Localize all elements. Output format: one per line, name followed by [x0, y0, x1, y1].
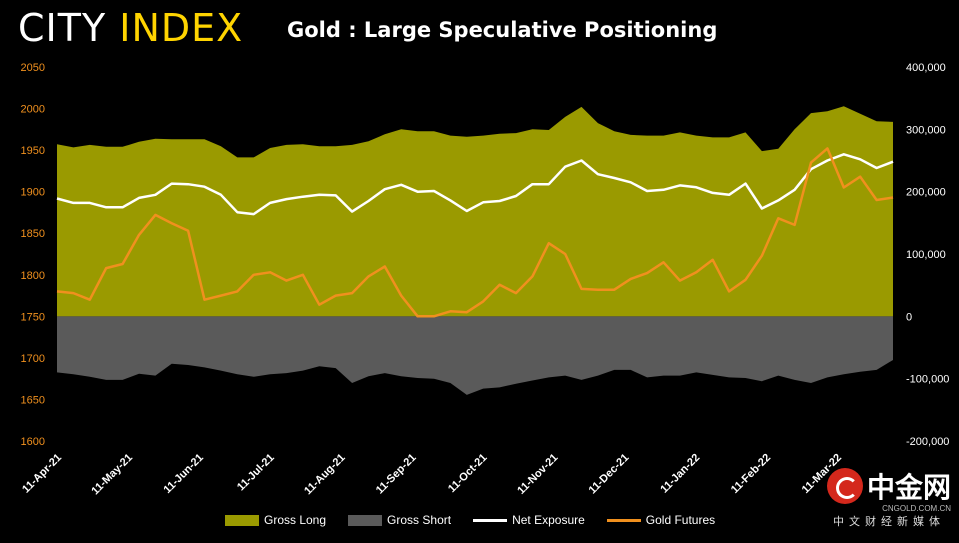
logo-text-index: INDEX [119, 6, 244, 50]
left-axis-tick-label: 1700 [21, 353, 45, 365]
x-axis-tick-label: 11-Jul-21 [235, 452, 277, 494]
right-axis-tick-label: 100,000 [906, 249, 946, 261]
x-axis-tick-label: 11-Jan-22 [658, 452, 702, 496]
legend-label-gross-short: Gross Short [387, 513, 452, 527]
gross-short-area [57, 316, 893, 395]
left-axis-tick-label: 1900 [21, 187, 45, 199]
gold-futures-line [56, 147, 894, 318]
left-axis-tick-label: 2000 [21, 104, 45, 116]
cngold-watermark: 中金网 CNGOLD.COM.CN 中文财经新媒体 [826, 466, 951, 529]
legend-label-net-exposure: Net Exposure [512, 513, 585, 527]
legend-swatch-gross-short [348, 514, 383, 526]
left-axis-tick-label: 1650 [21, 394, 45, 406]
legend-item-gross-long: Gross Long [225, 513, 326, 527]
left-axis-tick-label: 1950 [21, 145, 45, 157]
chart-legend: Gross Long Gross Short Net Exposure Gold… [225, 513, 715, 527]
legend-swatch-net-exposure [473, 518, 508, 522]
legend-item-gross-short: Gross Short [348, 513, 451, 527]
right-axis-tick-label: 0 [906, 311, 912, 323]
legend-label-gold-futures: Gold Futures [645, 513, 716, 527]
gross-long-area [57, 106, 893, 317]
watermark-tagline: 中文财经新媒体 [832, 515, 945, 528]
city-index-logo: CITY INDEX [18, 6, 243, 50]
left-axis-tick-label: 1600 [21, 436, 45, 448]
chart-title: Gold : Large Speculative Positioning [287, 18, 718, 42]
logo-text-city: CITY [18, 6, 120, 50]
right-axis-tick-label: 400,000 [906, 62, 946, 74]
legend-swatch-gross-long [225, 514, 259, 526]
x-axis-tick-label: 11-Sep-21 [374, 452, 419, 497]
legend-label-gross-long: Gross Long [264, 513, 327, 527]
x-axis-tick-label: 11-Dec-21 [587, 452, 632, 497]
x-axis-tick-label: 11-May-21 [89, 452, 135, 498]
right-axis-tick-label: 300,000 [906, 124, 946, 136]
watermark-site: CNGOLD.COM.CN [882, 504, 951, 513]
left-axis-tick-label: 1850 [21, 228, 45, 240]
x-axis-tick-label: 11-Aug-21 [302, 452, 348, 498]
x-axis-tick-label: 11-Nov-21 [515, 452, 560, 497]
x-axis-tick-label: 11-Oct-21 [446, 452, 490, 496]
x-axis-tick-label: 11-Apr-21 [20, 452, 64, 496]
right-axis-tick-label: -200,000 [906, 436, 949, 448]
right-axis-tick-label: 200,000 [906, 187, 946, 199]
x-axis-tick-label: 11-Jun-21 [162, 452, 206, 496]
left-axis-tick-label: 1800 [21, 270, 45, 282]
net-exposure-line [56, 153, 894, 216]
left-axis-tick-label: 2050 [21, 62, 45, 74]
x-axis-tick-label: 11-Feb-22 [729, 452, 773, 496]
cngold-logo-icon [826, 468, 863, 504]
legend-item-gold-futures: Gold Futures [606, 513, 716, 527]
left-axis-tick-label: 1750 [21, 311, 45, 323]
legend-swatch-gold-futures [606, 518, 641, 522]
right-axis-tick-label: -100,000 [906, 374, 949, 386]
watermark-brand: 中金网 [866, 471, 951, 504]
legend-item-net-exposure: Net Exposure [473, 513, 585, 527]
